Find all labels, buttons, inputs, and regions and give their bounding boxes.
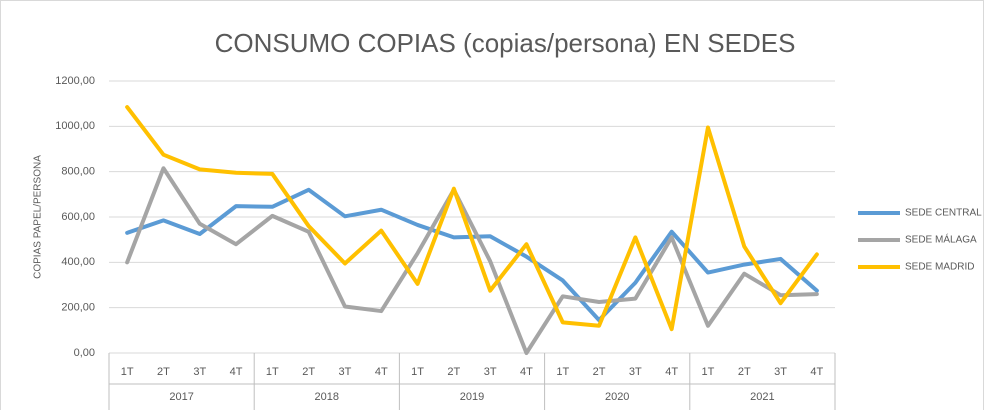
- x-tick-label: 2T: [302, 366, 315, 378]
- y-tick-label: 0,00: [74, 347, 95, 359]
- x-tick-label: 3T: [774, 366, 787, 378]
- x-group-label: 2021: [750, 391, 774, 403]
- x-tick-label: 1T: [266, 366, 279, 378]
- x-tick-label: 4T: [230, 366, 243, 378]
- x-tick-label: 3T: [484, 366, 497, 378]
- y-tick-label: 200,00: [61, 302, 95, 314]
- x-tick-label: 2T: [447, 366, 460, 378]
- y-tick-label: 1000,00: [55, 120, 95, 132]
- series-line: [125, 166, 819, 355]
- x-group-label: 2020: [605, 391, 629, 403]
- x-tick-label: 3T: [339, 366, 352, 378]
- x-tick-label: 1T: [702, 366, 715, 378]
- x-tick-label: 2T: [738, 366, 751, 378]
- y-tick-label: 800,00: [61, 166, 95, 178]
- x-group-label: 2017: [169, 391, 193, 403]
- x-tick-label: 4T: [665, 366, 678, 378]
- x-tick-label: 2T: [593, 366, 606, 378]
- x-tick-label: 1T: [556, 366, 569, 378]
- y-tick-label: 600,00: [61, 211, 95, 223]
- legend-label: SEDE MÁLAGA: [905, 233, 977, 246]
- x-group-label: 2019: [460, 391, 484, 403]
- x-tick-label: 3T: [629, 366, 642, 378]
- x-tick-label: 1T: [411, 366, 424, 378]
- x-tick-label: 4T: [810, 366, 823, 378]
- x-tick-label: 3T: [193, 366, 206, 378]
- y-tick-label: 400,00: [61, 256, 95, 268]
- y-tick-label: 1200,00: [55, 75, 95, 87]
- legend-label: SEDE CENTRAL: [905, 208, 982, 219]
- x-group-label: 2018: [315, 391, 339, 403]
- x-tick-label: 4T: [375, 366, 388, 378]
- x-tick-label: 2T: [157, 366, 170, 378]
- series-line: [125, 105, 819, 332]
- x-tick-label: 1T: [121, 366, 134, 378]
- y-axis-label: COPIAS PAPEL/PERSONA: [33, 155, 44, 279]
- chart-title: CONSUMO COPIAS (copias/persona) EN SEDES: [215, 28, 796, 58]
- x-tick-label: 4T: [520, 366, 533, 378]
- legend-label: SEDE MADRID: [905, 262, 974, 273]
